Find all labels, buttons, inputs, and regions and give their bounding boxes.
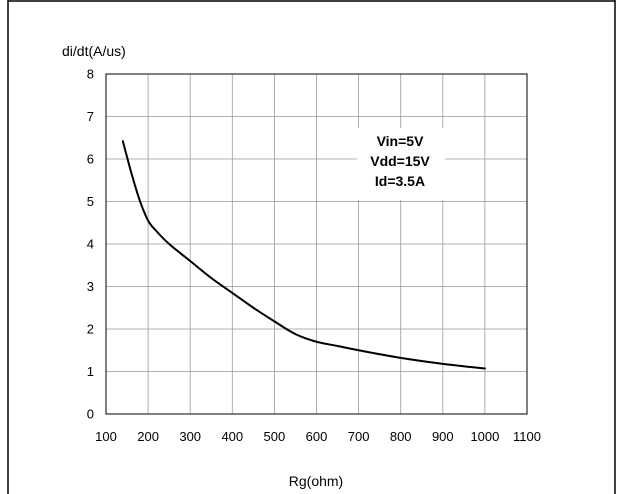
x-tick-label: 700 <box>348 429 370 444</box>
annotation-box: Vin=5V Vdd=15V Id=3.5A <box>357 128 445 200</box>
x-tick-label: 1000 <box>470 429 499 444</box>
x-tick-label: 900 <box>432 429 454 444</box>
y-axis-title: di/dt(A/us) <box>62 43 126 59</box>
y-tick-labels: 0 1 2 3 4 5 6 7 8 <box>87 67 94 422</box>
y-tick-label: 3 <box>87 279 94 294</box>
y-tick-label: 7 <box>87 109 94 124</box>
y-tick-label: 8 <box>87 67 94 82</box>
y-tick-label: 2 <box>87 322 94 337</box>
x-tick-labels: 100 200 300 400 500 600 700 800 900 1000 1100 <box>95 429 541 444</box>
annotation-line-1: Vin=5V <box>377 133 424 149</box>
y-tick-label: 4 <box>87 237 94 252</box>
x-tick-label: 100 <box>95 429 117 444</box>
series-group <box>121 140 486 370</box>
plot-area <box>105 73 528 415</box>
annotation-background <box>357 128 445 200</box>
x-tick-label: 1100 <box>513 429 541 444</box>
series-line <box>121 140 486 370</box>
x-tick-label: 300 <box>179 429 201 444</box>
x-tick-label: 200 <box>137 429 159 444</box>
y-tick-label: 0 <box>87 407 94 422</box>
x-axis-title: Rg(ohm) <box>289 473 343 489</box>
x-tick-label: 500 <box>264 429 286 444</box>
y-tick-label: 1 <box>87 364 94 379</box>
x-tick-label: 800 <box>390 429 412 444</box>
x-tick-label: 600 <box>306 429 328 444</box>
x-tick-label: 400 <box>221 429 243 444</box>
y-tick-label: 5 <box>87 194 94 209</box>
y-tick-label: 6 <box>87 152 94 167</box>
annotation-line-2: Vdd=15V <box>370 153 430 169</box>
annotation-line-3: Id=3.5A <box>375 173 425 189</box>
